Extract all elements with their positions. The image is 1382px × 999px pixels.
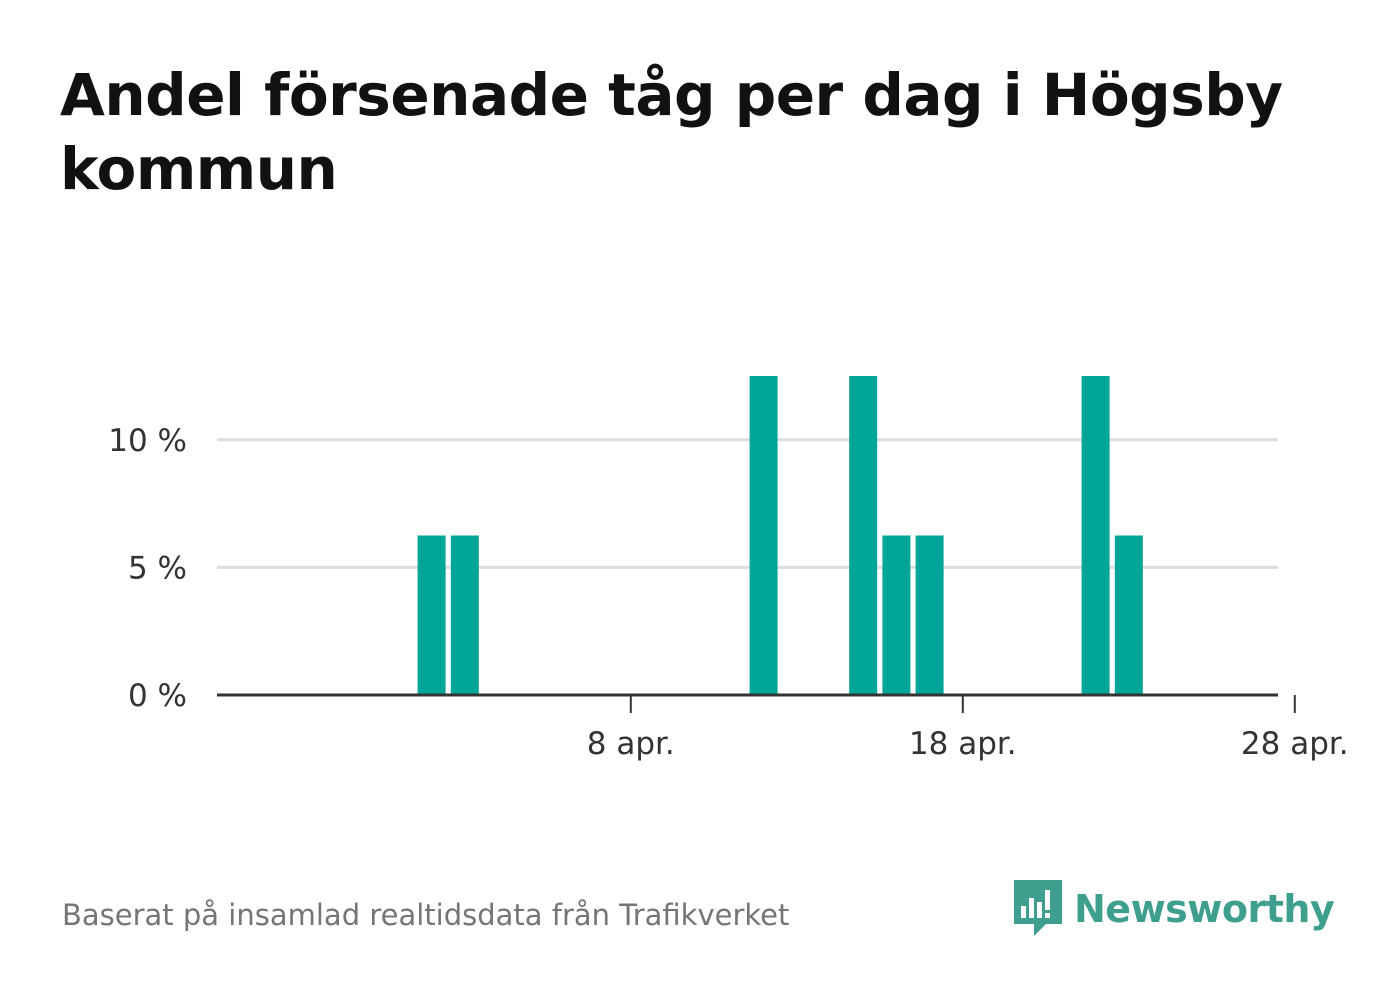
bar: [1081, 376, 1110, 695]
logo-wordmark: Newsworthy: [1074, 887, 1335, 931]
x-tick-label: 18 apr.: [909, 726, 1017, 762]
bar: [417, 535, 446, 695]
source-note: Baserat på insamlad realtidsdata från Tr…: [62, 898, 790, 932]
bars: [417, 376, 1143, 695]
bar: [450, 535, 479, 695]
y-tick-label: 0 %: [128, 678, 187, 714]
y-tick-label: 5 %: [128, 550, 187, 586]
bar: [915, 535, 944, 695]
newsworthy-logo-icon: [1014, 880, 1062, 936]
newsworthy-logo: Newsworthy: [1012, 878, 1335, 940]
x-axis: 8 apr. 18 apr. 28 apr.: [217, 693, 1349, 762]
bar: [882, 535, 911, 695]
y-tick-label: 10 %: [108, 423, 187, 459]
bar: [749, 376, 778, 695]
bar: [1114, 535, 1143, 695]
bar: [849, 376, 878, 695]
x-tick-label: 8 apr.: [587, 726, 675, 762]
x-tick-label: 28 apr.: [1241, 726, 1349, 762]
y-axis-labels: 0 % 5 % 10 %: [108, 423, 187, 714]
chart-title: Andel försenade tåg per dag i Högsby kom…: [60, 61, 1283, 203]
